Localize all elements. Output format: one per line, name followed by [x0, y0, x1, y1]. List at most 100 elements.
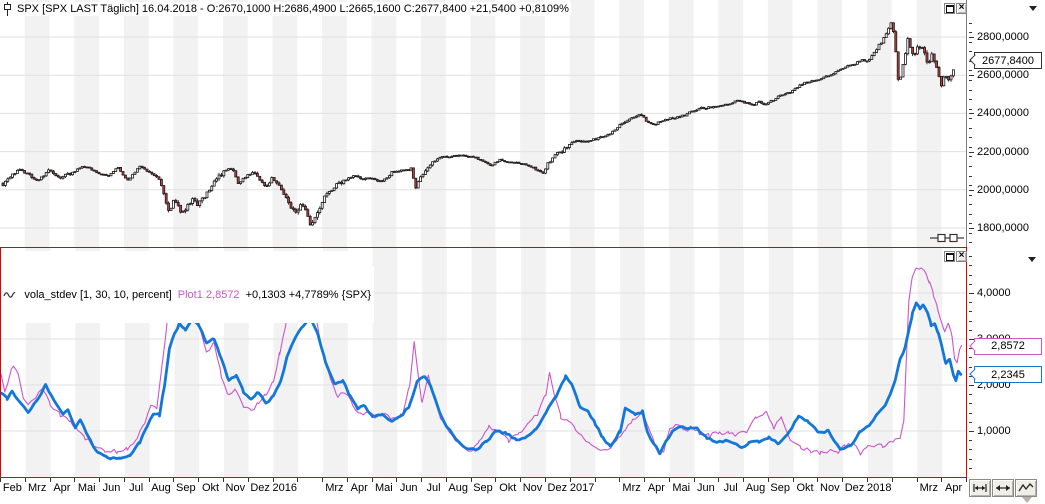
axis-minor-tick	[969, 194, 972, 196]
axis-minor-tick	[969, 394, 972, 396]
close-icon: ×	[958, 2, 965, 13]
time-axis-tick	[173, 478, 175, 482]
axis-minor-tick	[969, 375, 972, 377]
time-axis-tick	[792, 478, 794, 482]
axis-major-tick	[969, 228, 974, 229]
zoom-horizontal-icon	[996, 485, 1010, 491]
time-axis-tick	[668, 478, 670, 482]
time-axis-tick	[941, 478, 943, 482]
month-label: Nov	[225, 482, 246, 494]
indicator-header-segment: +0,1303 +4,7789% {SPX}	[242, 288, 372, 301]
panel1-maximize-button[interactable]	[944, 3, 955, 14]
month-label: Dez	[844, 482, 865, 494]
axis-major-tick	[969, 113, 974, 115]
time-axis-tick	[297, 478, 299, 482]
month-label: 2017	[569, 482, 595, 494]
time-axis-tick	[346, 478, 348, 482]
price-chart-area[interactable]	[0, 0, 966, 247]
price-panel-title-text: SPX [SPX LAST Täglich] 16.04.2018 - O:26…	[15, 2, 571, 16]
axis-minor-tick	[969, 223, 972, 225]
indicator-header-vola-stdev[interactable]: vola_stdev [1, 30, 10, percent] Plot1 2,…	[3, 266, 375, 323]
axis-tick-label: 1800,0000	[977, 222, 1029, 234]
time-axis-tick	[693, 478, 695, 482]
time-axis-tick	[322, 478, 323, 482]
axis-minor-tick	[969, 70, 972, 72]
zoom-compress-icon	[973, 484, 987, 492]
month-label: Dez	[250, 482, 270, 494]
indicator-header-segment: Plot1 2,8572	[177, 288, 240, 301]
price-axis-menu-arrow-icon[interactable]	[1029, 6, 1037, 11]
time-axis-tick	[495, 478, 497, 482]
close-icon: ×	[958, 250, 965, 261]
axis-major-tick	[969, 339, 974, 340]
axis-minor-tick	[969, 274, 972, 276]
axis-minor-tick	[969, 165, 972, 167]
axis-minor-tick	[969, 256, 972, 258]
month-label: Sep	[176, 482, 196, 494]
axis-minor-tick	[969, 89, 972, 91]
axis-minor-tick	[969, 127, 972, 129]
axis-minor-tick	[969, 146, 972, 148]
month-label: Mai	[77, 482, 96, 494]
time-axis-tick	[123, 478, 125, 482]
panel2-maximize-button[interactable]	[944, 251, 955, 262]
axis-major-tick	[969, 293, 974, 294]
month-label: 2018	[867, 482, 892, 494]
resize-grip-icon[interactable]	[1022, 497, 1032, 503]
time-axis-data-button[interactable]	[1015, 479, 1037, 497]
axis-minor-tick	[969, 242, 972, 244]
month-label: Sep	[473, 482, 493, 494]
axis-minor-tick	[969, 320, 972, 322]
month-label: Feb	[2, 482, 22, 494]
axis-minor-tick	[969, 232, 972, 234]
price-panel-titlebar[interactable]: SPX [SPX LAST Täglich] 16.04.2018 - O:26…	[3, 2, 571, 16]
price-axis[interactable]: 2677,8400 2800,0000 2600,0000 2400,0000 220…	[966, 0, 1045, 247]
axis-minor-tick	[969, 41, 972, 43]
time-axis-expand-button[interactable]	[992, 479, 1014, 497]
axis-tick-label: 2400,0000	[977, 107, 1029, 120]
axis-minor-tick	[969, 99, 972, 101]
time-axis-tick	[644, 478, 645, 482]
time-axis-tick	[0, 478, 1, 482]
axis-minor-tick	[969, 265, 972, 267]
callout-notch	[968, 54, 981, 67]
panel2-close-button[interactable]: ×	[956, 251, 967, 262]
time-axis-tick	[371, 478, 373, 482]
indicator-axis-menu-arrow-icon[interactable]	[1028, 257, 1036, 262]
time-axis-tick	[74, 478, 76, 482]
month-label: Aug	[745, 482, 766, 494]
axis-minor-tick	[969, 108, 972, 110]
panel-splitter-icon[interactable]	[930, 231, 964, 245]
time-axis-tick	[569, 478, 571, 482]
axis-tick-label: 2600,0000	[977, 69, 1029, 82]
axis-major-tick	[969, 75, 974, 77]
month-label: Apr	[350, 482, 368, 494]
month-label: 2016	[272, 482, 298, 494]
axis-minor-tick	[969, 137, 972, 139]
last-price-label: 2677,8400	[968, 52, 1042, 70]
time-axis-tick	[718, 478, 720, 482]
axis-minor-tick	[969, 467, 972, 469]
axis-minor-tick	[969, 118, 972, 120]
axis-minor-tick	[969, 51, 972, 53]
month-label: Okt	[796, 482, 814, 494]
time-axis-tick	[247, 478, 249, 482]
panel1-close-button[interactable]: ×	[956, 3, 967, 14]
month-label: Apr	[945, 482, 963, 494]
month-label: Aug	[151, 482, 171, 494]
axis-minor-tick	[969, 185, 972, 186]
axis-minor-tick	[969, 440, 972, 442]
month-label: Mai	[375, 482, 393, 494]
time-axis-tick	[49, 478, 51, 482]
month-label: Apr	[647, 482, 665, 494]
axis-minor-tick	[969, 175, 972, 177]
time-axis-compress-button[interactable]	[969, 479, 991, 497]
month-label: Nov	[820, 482, 840, 494]
month-label: Okt	[499, 482, 517, 494]
time-axis-tick	[198, 478, 200, 482]
month-label: Mrz	[919, 482, 938, 494]
axis-minor-tick	[969, 80, 972, 81]
time-axis[interactable]: Feb Mrz Apr Mai Jun Jul Aug Sep Okt Nov Dez 2016 Mrz…	[0, 478, 1045, 504]
